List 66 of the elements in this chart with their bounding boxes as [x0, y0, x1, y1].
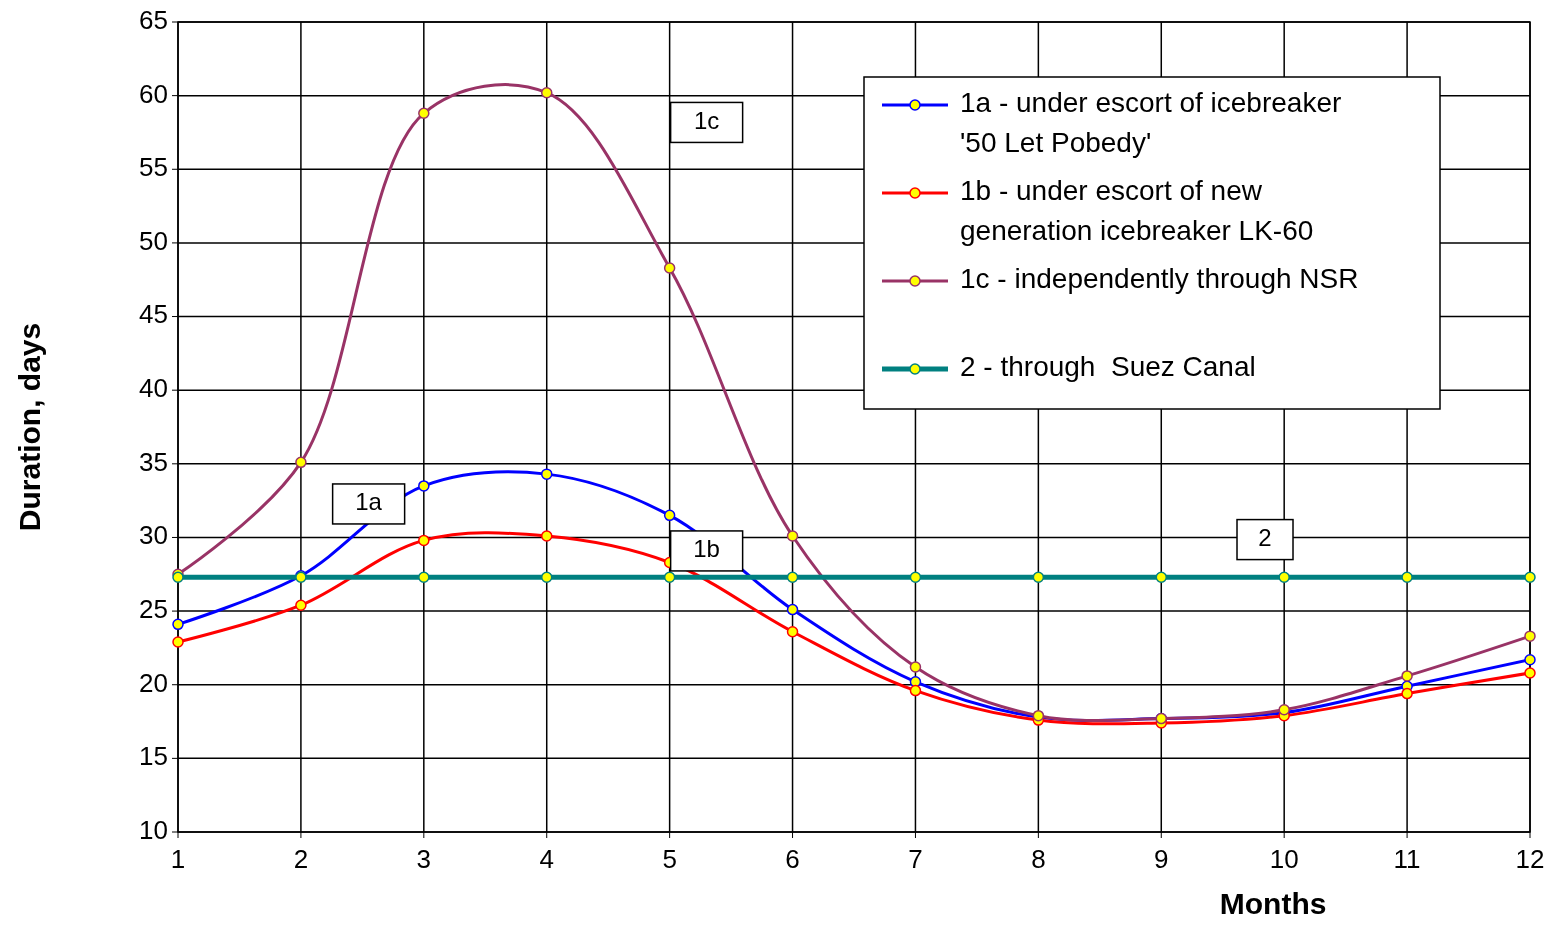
x-tick-label: 5 — [662, 844, 677, 874]
y-tick-label: 30 — [139, 520, 168, 551]
point — [418, 571, 430, 583]
point — [172, 618, 184, 631]
point — [1278, 571, 1290, 583]
legend-label: 1b - under escort of new generation icebreaker LK-60 — [960, 175, 1314, 247]
x-tick-label: 6 — [785, 844, 800, 874]
point — [909, 661, 922, 673]
x-tick-label: 10 — [1269, 844, 1299, 874]
x-tick-label: 3 — [416, 844, 432, 874]
x-tick-label: 9 — [1154, 844, 1169, 874]
point — [540, 468, 553, 480]
y-tick-label: 65 — [139, 4, 168, 35]
point — [909, 684, 922, 697]
point — [909, 571, 922, 583]
point — [172, 636, 184, 648]
x-tick-label: 2 — [293, 844, 309, 874]
point — [1155, 571, 1168, 583]
y-tick-label: 25 — [139, 593, 168, 624]
annotation: 1b — [693, 535, 720, 563]
legend-label: 2 - through Suez Canal — [960, 351, 1256, 383]
point — [663, 509, 676, 522]
point — [663, 571, 676, 583]
x-tick-label: 1 — [170, 844, 186, 874]
y-tick-label: 45 — [139, 299, 168, 330]
point — [540, 571, 553, 583]
x-tick-label: 4 — [539, 844, 554, 874]
point — [786, 625, 799, 638]
annotation: 2 — [1258, 523, 1272, 551]
point — [540, 530, 553, 542]
x-axis-title: Months — [1219, 887, 1327, 920]
point — [1524, 667, 1536, 679]
point — [1401, 670, 1413, 682]
y-tick-label: 35 — [139, 446, 168, 477]
y-tick-label: 20 — [139, 667, 168, 698]
legend-label: 1c - independently through NSR — [960, 263, 1359, 295]
point — [1524, 630, 1536, 642]
point — [1032, 571, 1045, 583]
annotation: 1c — [693, 106, 720, 134]
point — [295, 599, 307, 611]
x-tick-label: 7 — [908, 844, 923, 874]
point — [1401, 687, 1413, 700]
point — [1401, 571, 1413, 583]
annotation: 1a — [355, 488, 383, 516]
y-tick-label: 60 — [139, 78, 168, 109]
point — [540, 86, 553, 99]
y-tick-label: 50 — [139, 225, 168, 256]
x-tick-label: 8 — [1031, 844, 1046, 874]
point — [295, 456, 307, 469]
point — [786, 571, 799, 583]
point — [418, 107, 430, 120]
x-tick-label: 11 — [1393, 844, 1421, 874]
legend-label: 1a - under escort of icebreaker '50 Let Pobedy' — [960, 87, 1342, 159]
point — [1524, 653, 1536, 666]
point — [786, 603, 799, 616]
point — [786, 530, 799, 542]
y-tick-label: 10 — [139, 814, 168, 845]
point — [418, 534, 430, 547]
point — [1524, 571, 1536, 583]
point — [663, 262, 676, 274]
y-tick-label: 55 — [139, 152, 168, 183]
y-tick-label: 15 — [139, 741, 168, 772]
point — [418, 480, 430, 492]
y-tick-label: 40 — [139, 373, 168, 404]
y-axis-title: Duration, days — [13, 322, 46, 532]
x-tick-label: 12 — [1515, 844, 1545, 874]
